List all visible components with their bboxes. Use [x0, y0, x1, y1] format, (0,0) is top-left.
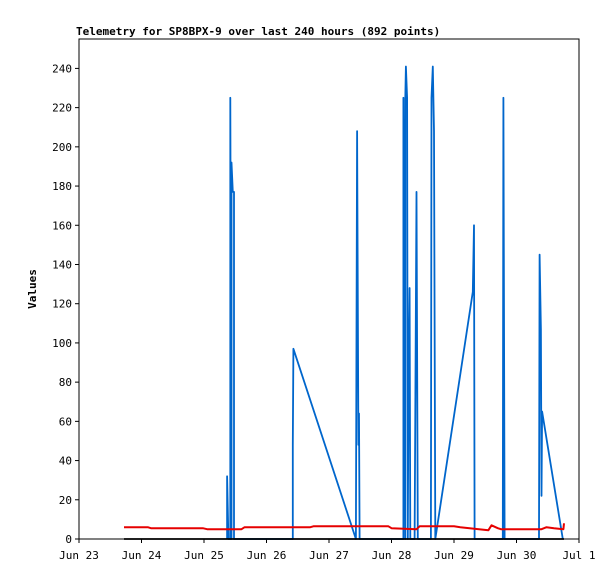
x-tick-label: Jun 30 [497, 549, 537, 562]
x-tick-label: Jun 27 [309, 549, 349, 562]
series-group [124, 65, 565, 540]
x-tick-label: Jun 23 [59, 549, 99, 562]
x-tick-label: Jul 1 [562, 549, 595, 562]
x-axis: Jun 23 Jun 24 Jun 25 Jun 26 Jun 27 Jun 28 Jun … [59, 539, 596, 562]
y-tick-label: 200 [52, 141, 72, 154]
y-tick-label: 0 [65, 533, 72, 546]
y-tick-label: 220 [52, 102, 72, 115]
y-axis: 0 20 40 60 80 100 120 140 160 180 200 220 240 [52, 62, 79, 546]
y-tick-label: 100 [52, 337, 72, 350]
x-tick-label: Jun 29 [434, 549, 474, 562]
y-tick-label: 120 [52, 298, 72, 311]
x-tick-label: Jun 28 [372, 549, 412, 562]
series-line-2 [124, 523, 565, 532]
y-tick-label: 60 [59, 415, 72, 428]
y-tick-label: 160 [52, 219, 72, 232]
x-tick-label: Jun 25 [184, 549, 224, 562]
chart-title: Telemetry for SP8BPX-9 over last 240 hou… [76, 25, 440, 38]
y-tick-label: 40 [59, 455, 72, 468]
x-tick-label: Jun 24 [122, 549, 162, 562]
x-tick-label: Jun 26 [247, 549, 287, 562]
y-tick-label: 180 [52, 180, 72, 193]
y-tick-label: 80 [59, 376, 72, 389]
y-tick-label: 20 [59, 494, 72, 507]
y-axis-label: Values [26, 269, 39, 309]
y-tick-label: 140 [52, 258, 72, 271]
y-tick-label: 240 [52, 62, 72, 75]
series-line-1 [226, 65, 564, 540]
